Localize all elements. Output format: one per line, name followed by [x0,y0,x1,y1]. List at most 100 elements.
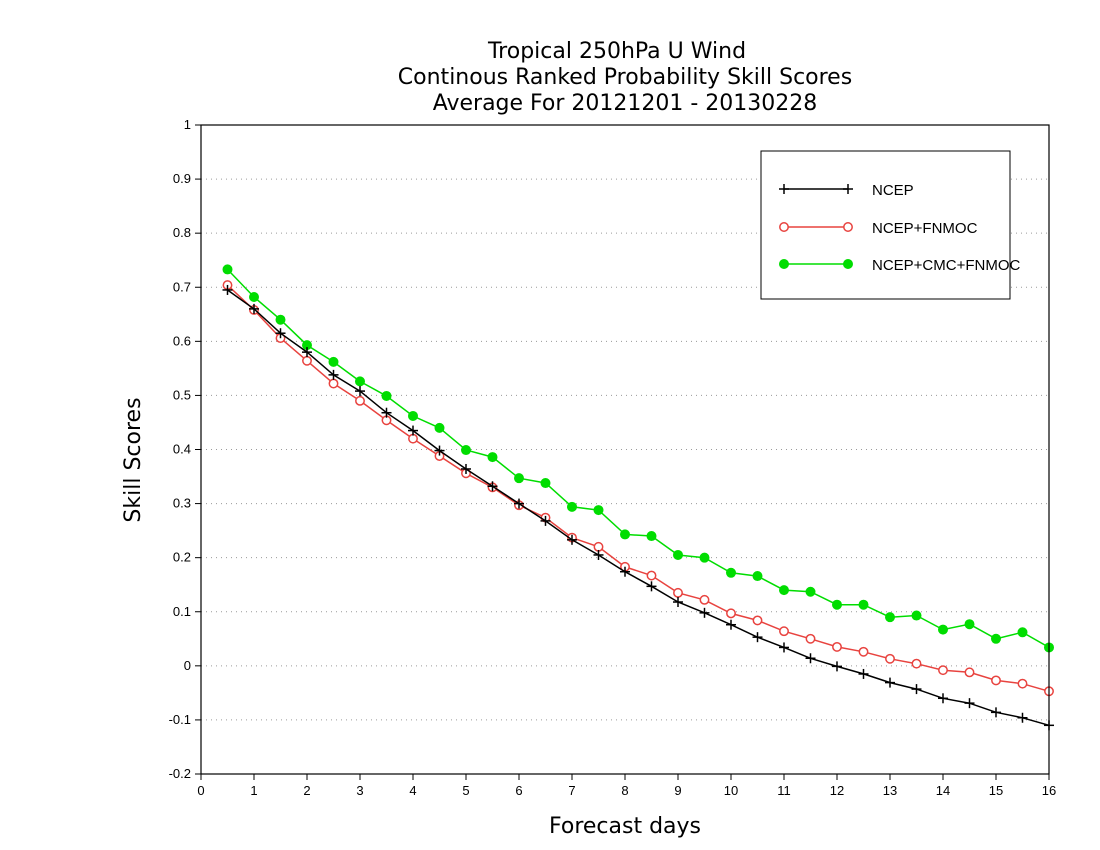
legend-entry: NCEP+FNMOC [779,220,978,237]
data-point [938,665,948,676]
y-tick-label: 0.7 [173,279,191,294]
legend-marker-right [843,259,853,269]
data-point [752,632,763,643]
data-point [461,463,471,474]
data-point [964,667,975,678]
data-point [752,571,763,582]
legend-label: NCEP+CMC+FNMOC [872,257,1021,274]
x-tick-label: 2 [303,783,310,798]
data-point [381,407,392,418]
data-point [832,599,842,610]
data-point [302,347,312,358]
data-point [593,549,604,560]
y-tick-label: 0.9 [173,171,191,186]
y-tick-label: 0.8 [173,225,191,240]
data-point [249,303,259,314]
data-point [620,529,630,540]
data-point [381,390,392,401]
series-ncep-fnmoc [222,280,1054,697]
data-point [593,541,604,552]
series-line [226,268,1050,649]
data-point [699,594,710,605]
x-tick-label: 11 [777,783,791,798]
series-layer [222,264,1054,731]
data-point [408,425,418,436]
legend-box [760,150,1011,300]
series-ncep-cmc-fnmoc [222,264,1054,653]
legend-marker-right [843,222,853,232]
legend-marker-left [779,184,789,194]
data-point [487,481,498,492]
legend-marker-right [843,184,853,194]
x-tick-label: 1 [250,783,257,798]
data-point [275,314,286,325]
y-tick-label: 0.5 [173,387,191,402]
chart-title: Tropical 250hPa U Wind Continous Ranked … [398,39,852,116]
data-point [991,675,1001,686]
data-point [222,264,233,275]
series-line [227,289,1050,727]
data-point [514,473,524,484]
data-point [673,597,683,608]
data-point [858,599,869,610]
data-point [699,607,710,618]
data-point [964,619,975,630]
data-point [355,386,365,397]
title-line-2: Continous Ranked Probability Skill Score… [398,65,852,90]
data-point [302,355,312,366]
title-line-1: Tropical 250hPa U Wind [487,39,746,64]
data-point [487,452,498,463]
data-point [858,668,869,679]
data-point [779,626,789,637]
data-point [355,376,365,387]
legend-entry: NCEP+CMC+FNMOC [779,257,1021,274]
data-point [779,642,789,653]
data-point [699,552,710,563]
data-point [222,284,233,295]
legend-marker-left [779,222,789,232]
x-tick-label: 14 [936,783,950,798]
x-tick-label: 7 [568,783,575,798]
y-tick-label: -0.2 [169,766,191,781]
x-axis-label: Forecast days [549,814,701,839]
plot-frame [200,124,1050,775]
data-point [567,501,577,512]
x-tick-label: 0 [197,783,204,798]
data-point [249,291,259,302]
data-point [567,534,577,545]
y-tick-label: 0 [184,658,191,673]
legend-entry: NCEP [779,182,914,199]
axis-ticks: -0.2-0.100.10.20.30.40.50.60.70.80.910 1 2… [169,117,1057,798]
data-point [885,677,895,688]
data-point [885,653,895,664]
legend-marker-left [779,259,789,269]
data-point [434,445,445,456]
data-point [911,684,922,695]
x-tick-label: 5 [462,783,469,798]
x-tick-label: 8 [621,783,628,798]
data-point [832,641,842,652]
data-point [328,356,339,367]
data-point [858,646,869,657]
data-point [620,566,630,577]
data-point [805,586,816,597]
data-point [726,619,736,630]
data-point [540,478,551,489]
data-point [805,653,816,664]
x-tick-label: 4 [409,783,416,798]
data-point [275,328,286,339]
data-point [408,410,418,421]
data-point [911,610,922,621]
data-point [805,633,816,644]
data-point [593,505,604,516]
data-point [911,658,922,669]
data-point [646,581,657,592]
y-tick-label: 0.6 [173,333,191,348]
series-ncep [222,284,1054,731]
data-point [540,515,551,526]
data-point [1017,712,1028,723]
data-point [991,633,1001,644]
y-tick-label: 0.4 [173,442,191,457]
data-point [673,587,683,598]
